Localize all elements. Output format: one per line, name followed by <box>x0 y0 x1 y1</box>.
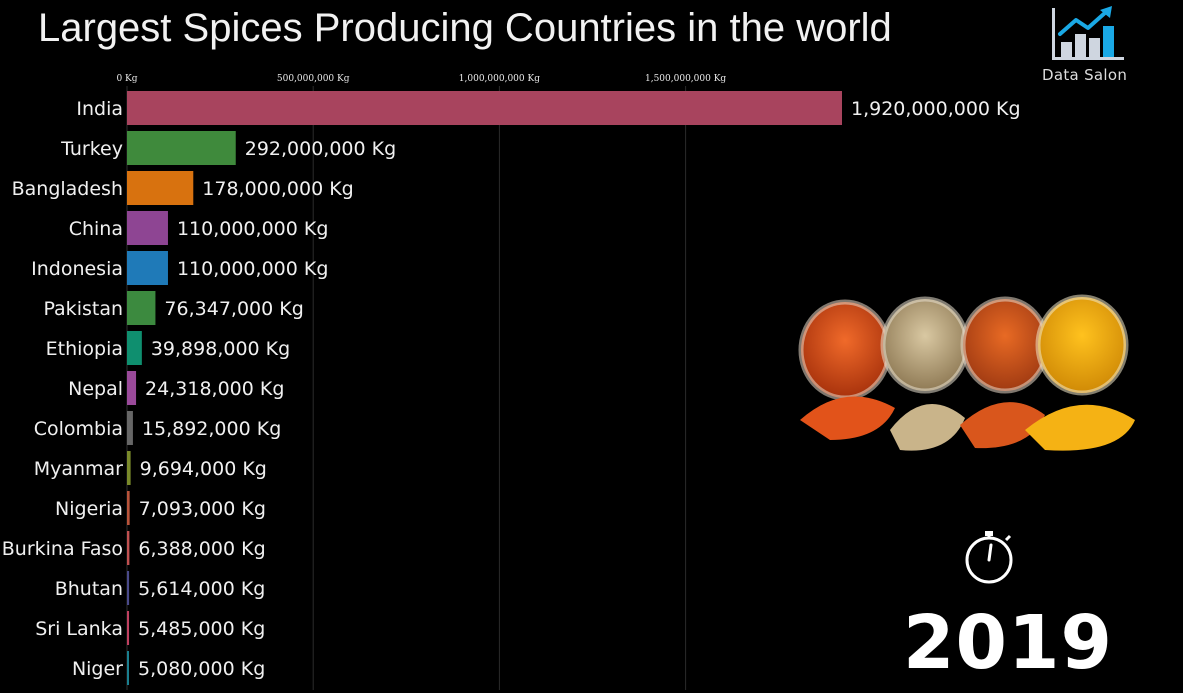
value-label: 24,318,000 Kg <box>145 378 284 400</box>
category-label: Bangladesh <box>12 178 123 200</box>
bar <box>127 131 236 165</box>
bar-chart-trend-icon <box>1052 6 1124 60</box>
value-label: 292,000,000 Kg <box>245 138 396 160</box>
bar <box>127 531 130 565</box>
category-label: Burkina Faso <box>2 538 123 560</box>
category-label: Colombia <box>34 418 123 440</box>
bar <box>127 91 842 125</box>
bar <box>127 211 168 245</box>
value-label: 9,694,000 Kg <box>140 458 267 480</box>
value-label: 76,347,000 Kg <box>164 298 303 320</box>
bar <box>127 331 142 365</box>
value-label: 178,000,000 Kg <box>202 178 353 200</box>
category-label: Pakistan <box>43 298 123 320</box>
category-label: Sri Lanka <box>35 618 123 640</box>
category-label: Indonesia <box>31 258 123 280</box>
bar <box>127 451 131 485</box>
value-label: 110,000,000 Kg <box>177 218 328 240</box>
bar <box>127 491 130 525</box>
category-label: Turkey <box>60 138 123 160</box>
x-tick-label: 500,000,000 Kg <box>277 74 350 84</box>
x-axis-ticks: 0 Kg 500,000,000 Kg 1,000,000,000 Kg 1,500,… <box>116 74 726 84</box>
value-label: 39,898,000 Kg <box>151 338 290 360</box>
category-label: Nepal <box>68 378 123 400</box>
x-tick-label: 1,000,000,000 Kg <box>459 74 540 84</box>
bar <box>127 291 156 325</box>
x-tick-label: 0 Kg <box>116 74 137 84</box>
bar <box>127 651 129 685</box>
category-label: Bhutan <box>55 578 123 600</box>
value-label: 5,614,000 Kg <box>138 578 265 600</box>
bars: India 1,920,000,000 Kg Turkey 292,000,000 K… <box>2 91 1021 685</box>
value-label: 15,892,000 Kg <box>142 418 281 440</box>
category-label: India <box>76 98 123 120</box>
value-label: 1,920,000,000 Kg <box>851 98 1021 120</box>
category-label: Niger <box>72 658 123 680</box>
spice-jars-image <box>798 294 1135 451</box>
brand-name: Data Salon <box>1042 66 1128 84</box>
bar <box>127 411 133 445</box>
bar <box>127 611 130 645</box>
category-label: Ethiopia <box>46 338 123 360</box>
value-label: 6,388,000 Kg <box>138 538 265 560</box>
value-label: 110,000,000 Kg <box>177 258 328 280</box>
bar <box>127 171 194 205</box>
bar <box>127 251 168 285</box>
year-label: 2019 <box>903 600 1113 686</box>
chart-title: Largest Spices Producing Countries in th… <box>38 6 892 50</box>
bar <box>127 371 137 405</box>
x-tick-label: 1,500,000,000 Kg <box>645 74 726 84</box>
category-label: China <box>69 218 123 240</box>
bar <box>127 571 130 605</box>
value-label: 7,093,000 Kg <box>139 498 266 520</box>
value-label: 5,485,000 Kg <box>138 618 265 640</box>
category-label: Myanmar <box>34 458 123 480</box>
value-label: 5,080,000 Kg <box>138 658 265 680</box>
stopwatch-icon <box>965 531 1013 584</box>
category-label: Nigeria <box>55 498 123 520</box>
